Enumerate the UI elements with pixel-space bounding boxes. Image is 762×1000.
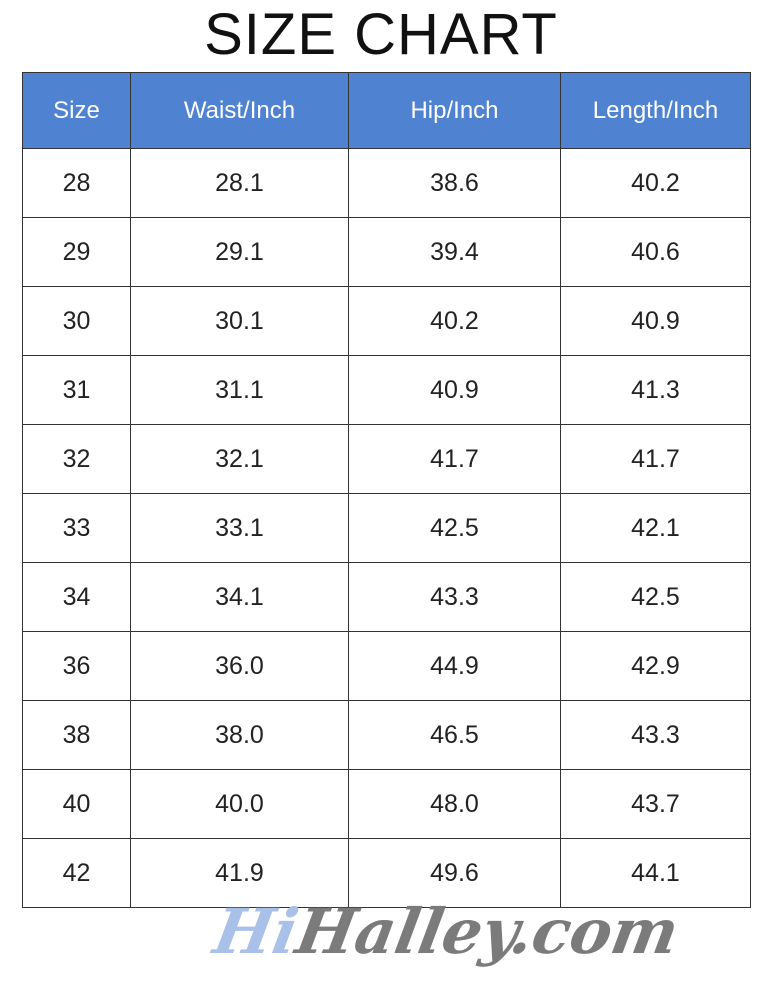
cell-waist: 41.9 <box>130 838 349 908</box>
size-chart-table: Size Waist/Inch Hip/Inch Length/Inch 28 2… <box>22 72 751 908</box>
table-row: 38 38.0 46.5 43.3 <box>22 700 751 770</box>
cell-size: 42 <box>22 838 131 908</box>
cell-waist: 29.1 <box>130 217 349 287</box>
cell-size: 29 <box>22 217 131 287</box>
cell-length: 42.9 <box>560 631 751 701</box>
cell-waist: 31.1 <box>130 355 349 425</box>
cell-waist: 34.1 <box>130 562 349 632</box>
header-row: Size Waist/Inch Hip/Inch Length/Inch <box>22 72 751 149</box>
table-row: 31 31.1 40.9 41.3 <box>22 355 751 425</box>
table-row: 28 28.1 38.6 40.2 <box>22 148 751 218</box>
cell-length: 41.7 <box>560 424 751 494</box>
table-row: 29 29.1 39.4 40.6 <box>22 217 751 287</box>
cell-length: 43.7 <box>560 769 751 839</box>
table-row: 36 36.0 44.9 42.9 <box>22 631 751 701</box>
cell-size: 33 <box>22 493 131 563</box>
table-row: 32 32.1 41.7 41.7 <box>22 424 751 494</box>
cell-length: 40.2 <box>560 148 751 218</box>
cell-size: 31 <box>22 355 131 425</box>
cell-size: 28 <box>22 148 131 218</box>
cell-waist: 32.1 <box>130 424 349 494</box>
cell-length: 41.3 <box>560 355 751 425</box>
cell-length: 40.9 <box>560 286 751 356</box>
cell-hip: 39.4 <box>348 217 561 287</box>
cell-hip: 44.9 <box>348 631 561 701</box>
table-row: 40 40.0 48.0 43.7 <box>22 769 751 839</box>
cell-hip: 38.6 <box>348 148 561 218</box>
cell-size: 30 <box>22 286 131 356</box>
cell-hip: 41.7 <box>348 424 561 494</box>
watermark-logo: HiHalley.com <box>208 892 685 972</box>
header-hip: Hip/Inch <box>348 72 561 149</box>
header-waist: Waist/Inch <box>130 72 349 149</box>
cell-waist: 30.1 <box>130 286 349 356</box>
cell-size: 32 <box>22 424 131 494</box>
cell-hip: 43.3 <box>348 562 561 632</box>
header-length: Length/Inch <box>560 72 751 149</box>
cell-hip: 40.2 <box>348 286 561 356</box>
header-size: Size <box>22 72 131 149</box>
watermark-rest: Halley.com <box>290 895 685 968</box>
cell-length: 42.5 <box>560 562 751 632</box>
cell-length: 44.1 <box>560 838 751 908</box>
cell-length: 42.1 <box>560 493 751 563</box>
table-row: 30 30.1 40.2 40.9 <box>22 286 751 356</box>
cell-hip: 48.0 <box>348 769 561 839</box>
cell-size: 34 <box>22 562 131 632</box>
cell-size: 40 <box>22 769 131 839</box>
cell-length: 43.3 <box>560 700 751 770</box>
cell-hip: 40.9 <box>348 355 561 425</box>
cell-waist: 36.0 <box>130 631 349 701</box>
cell-waist: 40.0 <box>130 769 349 839</box>
cell-size: 36 <box>22 631 131 701</box>
table-body: 28 28.1 38.6 40.2 29 29.1 39.4 40.6 30 30.1 40.2 40… <box>22 148 751 908</box>
watermark-hi: Hi <box>208 895 304 968</box>
page-title: SIZE CHART <box>204 2 558 67</box>
cell-length: 40.6 <box>560 217 751 287</box>
cell-waist: 28.1 <box>130 148 349 218</box>
table-row: 42 41.9 49.6 44.1 <box>22 838 751 908</box>
cell-hip: 49.6 <box>348 838 561 908</box>
table-row: 34 34.1 43.3 42.5 <box>22 562 751 632</box>
cell-hip: 46.5 <box>348 700 561 770</box>
cell-waist: 38.0 <box>130 700 349 770</box>
cell-hip: 42.5 <box>348 493 561 563</box>
table-row: 33 33.1 42.5 42.1 <box>22 493 751 563</box>
cell-size: 38 <box>22 700 131 770</box>
cell-waist: 33.1 <box>130 493 349 563</box>
